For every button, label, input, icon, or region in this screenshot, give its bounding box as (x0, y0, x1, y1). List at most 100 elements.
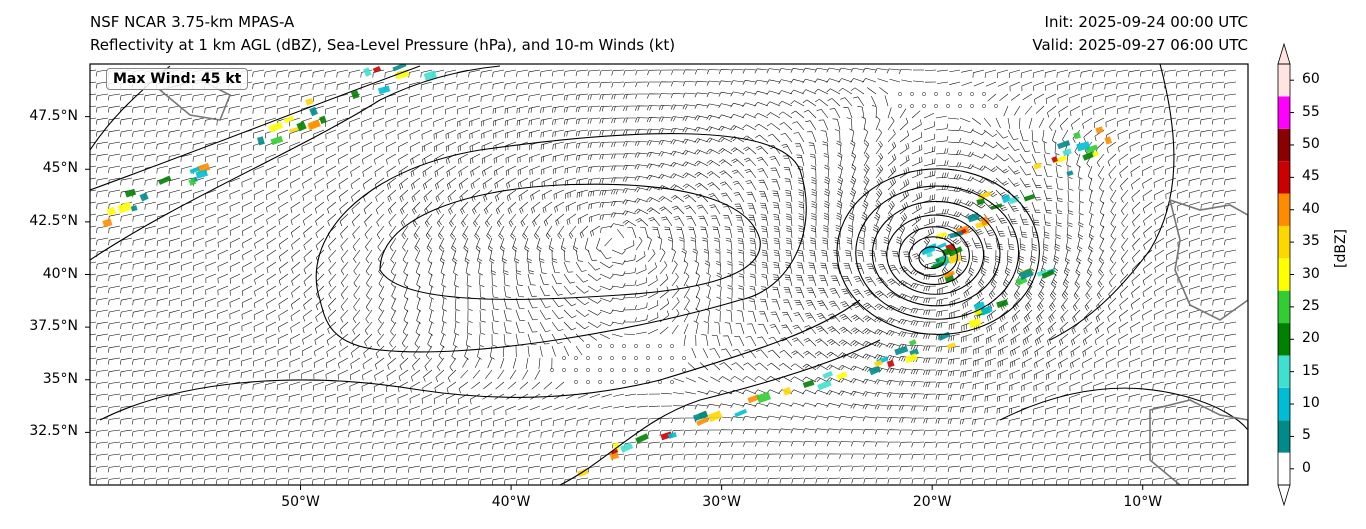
wind-barb (996, 393, 1009, 403)
wind-barb (1152, 129, 1165, 138)
wind-barb (780, 133, 793, 143)
wind-barb (862, 366, 877, 373)
wind-barb (1143, 213, 1153, 226)
wind-barb (156, 333, 169, 342)
wind-barb (144, 309, 157, 318)
wind-barb (1165, 261, 1177, 272)
colorbar-segment (1278, 420, 1290, 453)
wind-barb (520, 213, 529, 227)
wind-barb (1188, 381, 1201, 389)
wind-barb (155, 441, 169, 449)
wind-barb (973, 81, 985, 87)
wind-barb (973, 357, 985, 367)
wind-barb (997, 345, 1009, 356)
calm-wind-marker (910, 104, 914, 108)
wind-barb (972, 405, 985, 414)
wind-barb (527, 273, 536, 286)
wind-barb (635, 465, 649, 473)
wind-barb (397, 393, 409, 404)
wind-barb (376, 213, 385, 227)
wind-barb (623, 304, 637, 311)
wind-barb (373, 105, 385, 115)
wind-barb (312, 453, 325, 461)
wind-barb (1211, 417, 1225, 425)
wind-barb (132, 297, 145, 306)
wind-barb (348, 465, 361, 473)
wind-barb (144, 225, 157, 234)
wind-barb (1223, 69, 1237, 77)
wind-barb (575, 309, 590, 317)
wind-barb (899, 166, 910, 179)
wind-barb (1007, 117, 1011, 129)
wind-barb (822, 141, 829, 155)
wind-barb (1065, 237, 1072, 252)
wind-barb (568, 225, 577, 239)
wind-barb (253, 309, 265, 320)
wind-barb (528, 69, 541, 77)
wind-barb (315, 213, 325, 226)
wind-barb (336, 417, 349, 426)
wind-barb (836, 140, 842, 155)
wind-barb (735, 323, 745, 335)
wind-barb (156, 285, 169, 294)
wind-barb (1047, 321, 1057, 335)
wind-barb (414, 333, 421, 348)
wind-barb (850, 78, 865, 83)
wind-barb (660, 392, 673, 395)
wind-barb (1089, 189, 1094, 204)
wind-barb (947, 174, 962, 180)
wind-barb (700, 226, 709, 239)
wind-barb (324, 417, 337, 426)
wind-barb (492, 429, 505, 438)
wind-barb (623, 465, 637, 473)
wind-barb (288, 441, 301, 449)
wind-barb (193, 285, 205, 295)
wind-barb (652, 226, 661, 239)
wind-barb (647, 329, 659, 335)
wind-barb (504, 465, 517, 473)
wind-barb (108, 309, 121, 317)
wind-barb (566, 213, 577, 226)
wind-barb (1163, 453, 1177, 461)
wind-barb (180, 321, 193, 330)
wind-barb (1223, 369, 1237, 377)
wind-barb (515, 477, 529, 485)
wind-barb (376, 333, 385, 347)
wind-barb (1120, 177, 1129, 191)
wind-barb (519, 201, 529, 214)
wind-barb (95, 357, 109, 365)
wind-barb (871, 237, 877, 251)
wind-barb (227, 465, 241, 473)
wind-barb (983, 129, 998, 137)
wind-barb (290, 213, 301, 226)
wind-barb (599, 201, 613, 208)
wind-barb (941, 261, 949, 276)
wind-barb (300, 93, 313, 102)
wind-barb (253, 177, 265, 188)
wind-barb (826, 67, 841, 73)
wind-barb (168, 141, 181, 150)
wind-barb (472, 201, 481, 215)
wind-barb (518, 177, 529, 189)
wind-barb (402, 237, 409, 252)
wind-barb (119, 93, 133, 101)
wind-barb (495, 201, 505, 215)
wind-barb (659, 465, 673, 473)
wind-barb (1175, 453, 1189, 461)
wind-barb (1151, 453, 1165, 461)
reflectivity-cell (968, 317, 982, 329)
wind-barb (526, 249, 532, 264)
wind-barb (667, 236, 674, 251)
wind-barb (802, 67, 817, 73)
wind-barb (143, 465, 157, 473)
wind-barb (1119, 297, 1129, 310)
wind-barb (1152, 381, 1165, 390)
wind-barb (253, 345, 265, 355)
wind-barb (971, 225, 984, 235)
calm-wind-marker (622, 368, 626, 372)
wind-barb (1070, 105, 1081, 117)
reflectivity-cell (270, 135, 284, 146)
wind-barb (204, 405, 217, 413)
wind-barb (587, 117, 601, 124)
wind-barb (1071, 117, 1081, 130)
